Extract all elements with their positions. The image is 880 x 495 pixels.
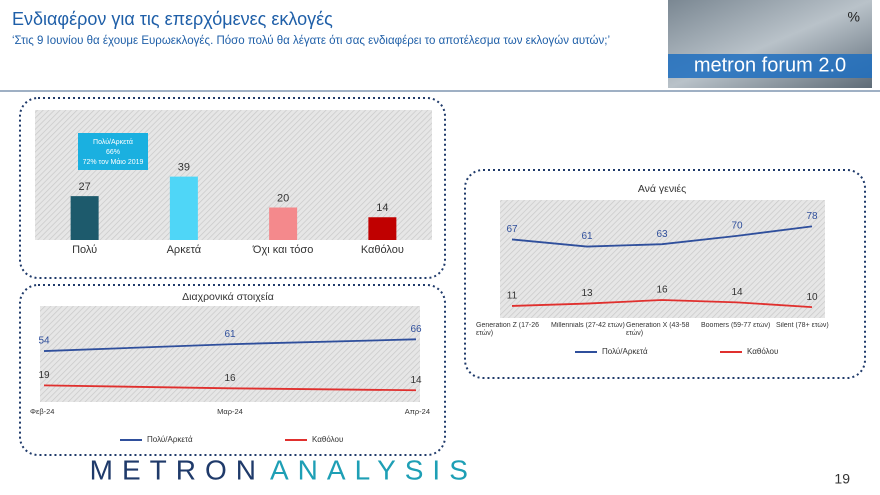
x-tick-box: Silent (78+ ετών) [776,322,829,329]
x-tick-label: Πολύ [72,244,97,256]
subtitle-box: ‘Στις 9 Ιουνίου θα έχουμε Ευρωεκλογές. Π… [12,35,610,47]
value-label: 14 [410,375,422,386]
x-tick-label: Απρ-24 [405,407,430,416]
x-tick-label: Καθόλου [361,244,404,256]
value-label: 66 [410,324,422,335]
x-tick-label: Generation Z (17-26 ετών) [476,322,540,337]
chart-title: Διαχρονικά στοιχεία [182,291,274,303]
value-label: 14 [376,202,388,214]
page-number: 19 [834,471,850,487]
logo-text: metron forum 2.0 [694,54,846,76]
plot-area [500,200,825,318]
bar [368,217,397,240]
line [511,225,813,248]
legend-label: Καθόλου [312,435,343,444]
line [43,338,417,352]
x-tick-box: Millennials (27-42 ετών) [551,322,625,329]
annotation-text: 66% [106,149,120,156]
value-label: 70 [731,221,743,232]
x-tick-label: Μαρ-24 [217,407,243,416]
value-label: 63 [656,229,668,240]
value-label: 78 [806,211,818,222]
value-label: 27 [79,181,91,193]
x-tick-label: Generation X (43-58 ετών) [626,322,690,337]
plot-area [35,110,432,240]
x-tick-label: Boomers (59-77 ετών) [701,322,771,329]
unit-label: % [848,9,860,25]
x-tick-box: Boomers (59-77 ετών) [701,322,771,329]
brand-right: ANALYSIS [270,454,477,485]
annotation-text: 72% τον Μάιο 2019 [83,158,144,166]
x-tick-label: Silent (78+ ετών) [776,322,829,329]
bar [269,207,298,240]
value-label: 16 [656,285,668,296]
value-label: 13 [581,288,593,299]
value-label: 54 [38,336,50,347]
line [511,299,813,309]
value-label: 39 [178,162,190,174]
x-tick-label: Αρκετά [167,244,202,256]
logo-band [668,54,872,78]
value-label: 20 [277,192,289,204]
annotation-box [78,133,148,170]
value-label: 10 [806,292,818,303]
slide-title: Ενδιαφέρον για τις επερχόμενες εκλογές [12,9,333,29]
value-label: 14 [731,287,743,298]
brand-left: METRON [90,454,265,485]
annotation-text: Πολύ/Αρκετά [93,138,133,146]
value-label: 61 [581,231,593,242]
value-label: 19 [38,370,50,381]
value-label: 16 [224,373,236,384]
legend-label: Καθόλου [747,347,778,356]
value-label: 11 [507,291,518,302]
x-tick-label: Όχι και τόσο [252,244,313,256]
legend-label: Πολύ/Αρκετά [602,347,648,356]
value-label: 67 [506,224,518,235]
value-label: 61 [224,329,236,340]
chart-title: Ανά γενιές [638,183,686,195]
x-tick-box: Generation Z (17-26 ετών) [476,322,540,337]
x-tick-box: Generation X (43-58 ετών) [626,322,690,337]
bar [169,176,198,240]
line [43,384,417,392]
panel [464,169,866,379]
x-tick-label: Millennials (27-42 ετών) [551,322,625,329]
bar [70,196,99,240]
legend-label: Πολύ/Αρκετά [147,435,193,444]
x-tick-label: Φεβ-24 [30,407,54,416]
subtitle: ‘Στις 9 Ιουνίου θα έχουμε Ευρωεκλογές. Π… [12,35,610,47]
